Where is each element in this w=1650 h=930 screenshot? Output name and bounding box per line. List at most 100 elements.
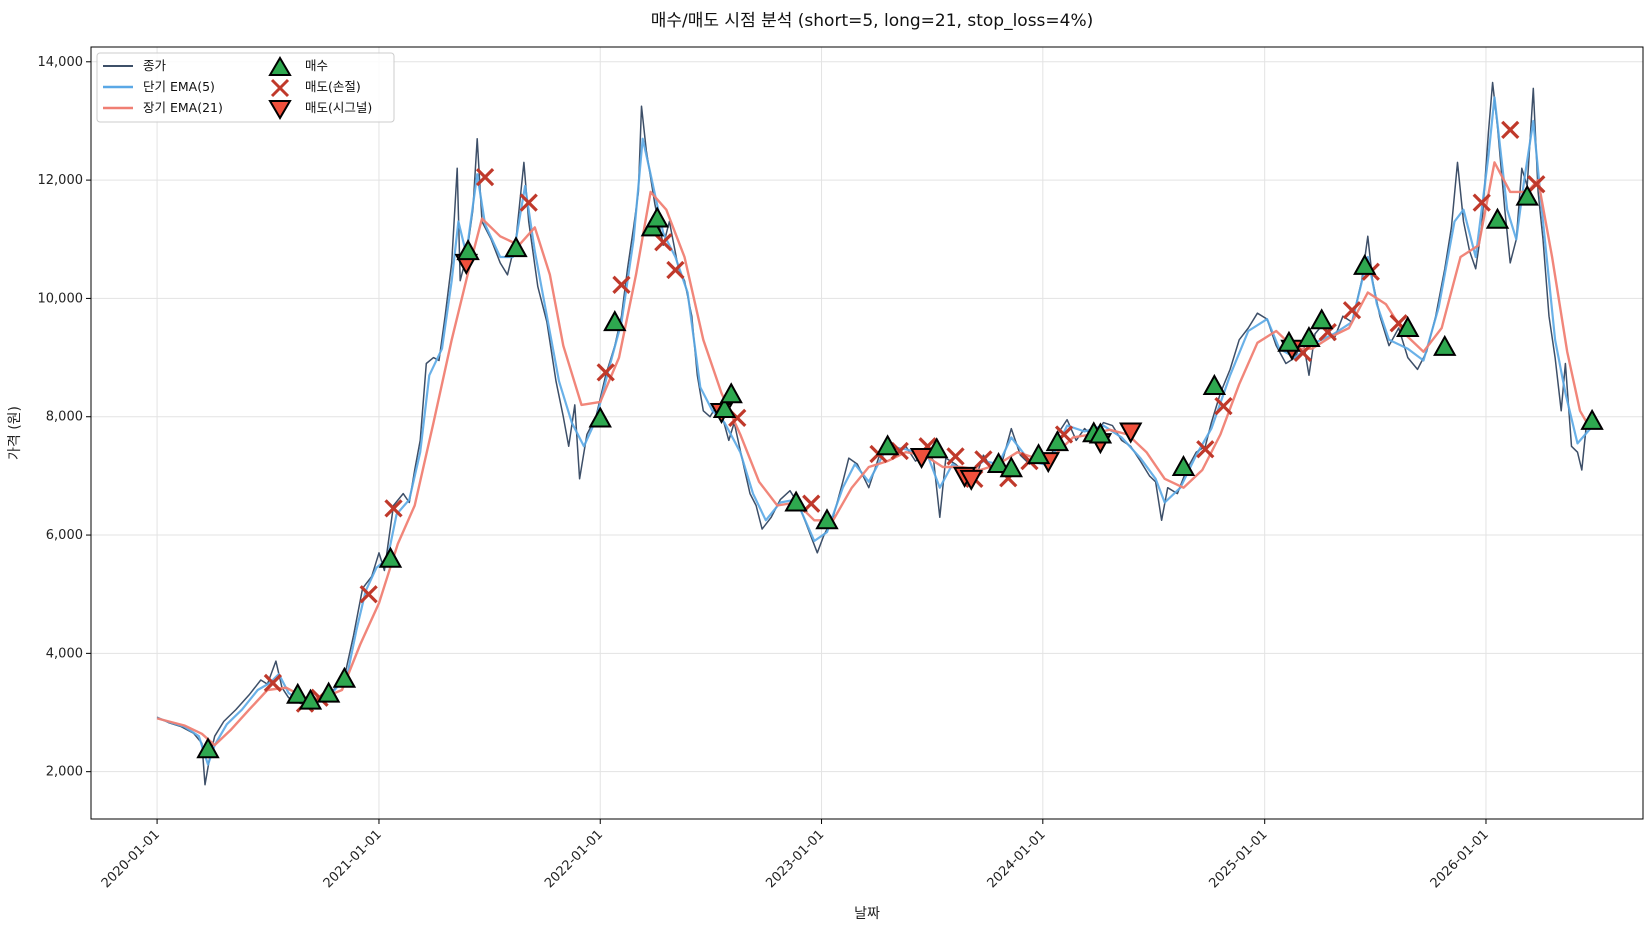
buy-marker [925, 437, 949, 459]
sell-stop-stroke [1196, 440, 1215, 459]
legend: 종가 단기 EMA(5) 장기 EMA(21) 매수 매도(손절) 매도(시그널… [96, 52, 395, 123]
sell-stop-marker [1472, 193, 1491, 212]
legend-sell-stop-label: 매도(손절) [305, 79, 361, 94]
buy-marker [1485, 207, 1510, 229]
sell-stop-marker [612, 275, 631, 294]
sell-stop-marker [1196, 440, 1215, 459]
buy-marker [1309, 308, 1334, 330]
chart-title: 매수/매도 시점 분석 (short=5, long=21, stop_loss… [651, 11, 1094, 31]
sell-stop-marker [946, 447, 965, 466]
sell-stop-marker [359, 585, 378, 604]
sell-stop-marker [1501, 120, 1520, 139]
sell-stop-stroke [1342, 301, 1362, 320]
legend-ema-short-label: 단기 EMA(5) [143, 79, 215, 94]
sell-stop-marker [519, 193, 538, 212]
sell-stop-marker [654, 233, 673, 252]
buy-marker [1026, 443, 1051, 465]
buy-marker [986, 451, 1011, 474]
buy-marker [286, 682, 310, 704]
buy-marker [645, 206, 669, 228]
sell-stop-marker [596, 363, 615, 382]
buy-marker [784, 490, 808, 512]
sell-stop-stroke [890, 441, 909, 461]
marker-layer [196, 120, 1604, 759]
y-tick-label: 12,000 [38, 173, 84, 188]
sell-stop-stroke [612, 275, 631, 294]
buy-marker [712, 396, 737, 419]
y-tick-label: 6,000 [46, 528, 83, 543]
sell-stop-stroke [519, 193, 538, 212]
sell-stop-stroke [666, 260, 685, 280]
buy-marker [316, 681, 341, 703]
sell-stop-stroke [596, 363, 615, 382]
buy-marker [719, 382, 743, 404]
y-tick-label: 8,000 [46, 410, 83, 425]
buy-marker [588, 406, 612, 428]
buy-marker [1088, 422, 1113, 444]
x-axis-title: 날짜 [854, 906, 880, 922]
sell-stop-stroke [1527, 175, 1546, 194]
buy-marker [603, 310, 627, 332]
sell-stop-stroke [384, 499, 403, 518]
buy-marker [1297, 325, 1321, 348]
legend-sell-signal-label: 매도(시그널) [305, 100, 372, 115]
sell-stop-stroke [946, 447, 965, 466]
sell-stop-stroke [1293, 343, 1313, 362]
sell-stop-stroke [1472, 193, 1491, 212]
y-tick-label: 2,000 [46, 765, 83, 780]
sell-stop-marker [666, 260, 685, 280]
legend-box [96, 52, 395, 123]
buy-marker [1580, 408, 1604, 430]
sell-stop-stroke [728, 408, 747, 428]
buy-marker [1396, 315, 1420, 337]
plot-frame [90, 46, 1644, 820]
sell-stop-stroke [263, 673, 283, 693]
sell-signal-marker [959, 469, 983, 491]
sell-stop-marker [1342, 301, 1362, 320]
sell-stop-marker [384, 499, 403, 518]
buy-marker [196, 737, 220, 759]
sell-stop-marker [890, 441, 909, 461]
sell-stop-marker [1527, 175, 1546, 194]
sell-stop-stroke [1389, 314, 1408, 333]
ema-long-line [156, 161, 1592, 747]
sell-stop-stroke [974, 450, 993, 469]
sell-stop-marker [1214, 396, 1233, 416]
buy-marker [875, 434, 900, 456]
buy-marker [298, 688, 323, 710]
y-tick-label: 14,000 [38, 55, 84, 70]
buy-marker [1045, 430, 1070, 452]
y-tick-label: 4,000 [46, 646, 83, 661]
buy-marker [815, 508, 839, 530]
sell-stop-marker [475, 168, 495, 187]
buy-marker [1353, 253, 1377, 275]
legend-buy-marker [268, 56, 292, 76]
buy-marker [1277, 330, 1301, 352]
buy-marker [378, 546, 403, 568]
buy-marker [332, 666, 357, 688]
buy-marker [1202, 373, 1227, 395]
buy-marker [456, 239, 480, 261]
y-axis-title: 가격 (원) [7, 406, 23, 460]
legend-buy-label: 매수 [305, 58, 328, 73]
legend-ema-long-label: 장기 EMA(21) [143, 100, 223, 115]
sell-stop-stroke [654, 233, 673, 252]
buy-marker [1515, 184, 1539, 206]
sell-stop-stroke [1214, 396, 1233, 416]
buy-marker [1433, 334, 1457, 356]
buy-marker [999, 456, 1023, 478]
legend-sell-stop-marker [270, 78, 290, 98]
sell-stop-stroke [359, 585, 378, 604]
sell-stop-marker [974, 450, 993, 469]
legend-sell-signal-marker [268, 100, 292, 120]
sell-signal-marker [1119, 422, 1143, 444]
y-tick-label: 10,000 [38, 291, 84, 306]
sell-stop-marker [263, 673, 283, 693]
buy-marker [504, 236, 528, 258]
grid-lines [91, 47, 1643, 819]
legend-close-label: 종가 [143, 58, 167, 73]
buy-marker [1171, 454, 1196, 477]
